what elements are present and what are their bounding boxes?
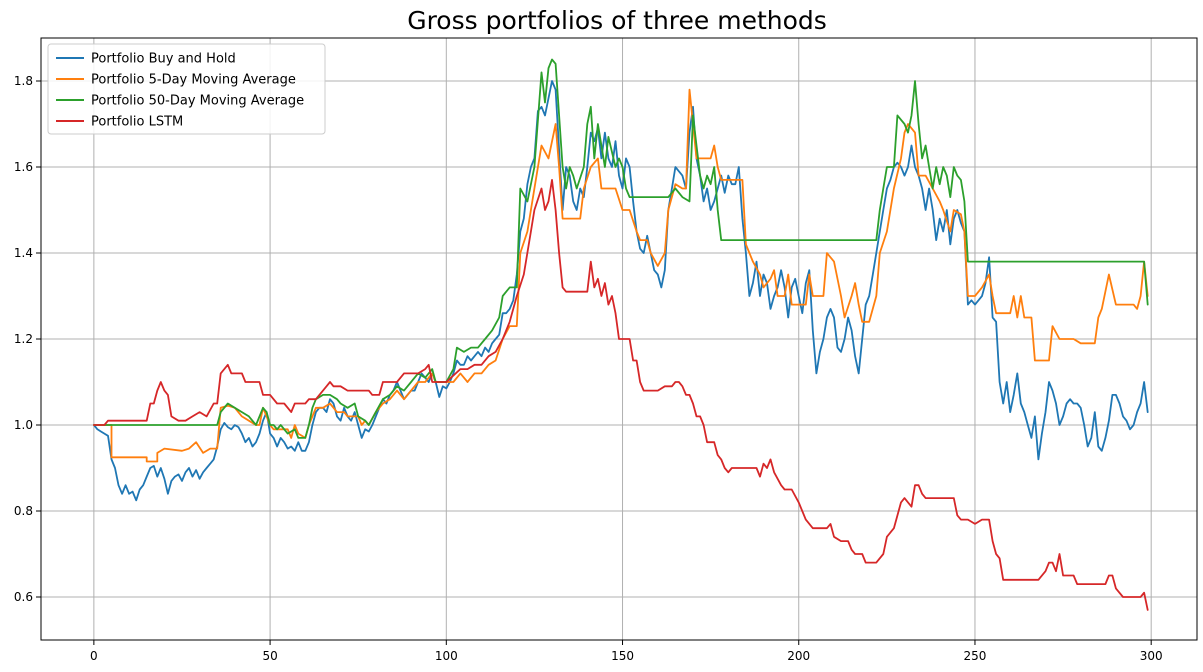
series-layer [93, 58, 1149, 611]
x-tick-label: 0 [90, 649, 98, 663]
legend-label: Portfolio 50-Day Moving Average [91, 94, 304, 109]
x-tick-label: 300 [1140, 649, 1163, 663]
y-tick-label: 0.6 [14, 590, 33, 604]
x-tick-label: 200 [787, 649, 810, 663]
legend-label: Portfolio LSTM [91, 115, 183, 130]
y-tick-label: 1.8 [14, 74, 33, 88]
legend-label: Portfolio 5-Day Moving Average [91, 73, 296, 88]
y-tick-label: 1.6 [14, 160, 33, 174]
ticks: 0 50 100 150 200 250 300 0.6 0.8 1.0 1.2 1.4 1.6 1.8 [14, 74, 1163, 663]
series-line-4 [93, 179, 1149, 611]
x-tick-label: 50 [262, 649, 277, 663]
legend: Portfolio Buy and Hold Portfolio 5-Day Mo… [47, 43, 326, 135]
x-tick-label: 250 [964, 649, 987, 663]
x-tick-label: 100 [435, 649, 458, 663]
chart-title: Gross portfolios of three methods [407, 6, 827, 35]
series-line-3 [93, 58, 1149, 439]
legend-box [47, 43, 326, 135]
series-line-1 [93, 80, 1149, 502]
series-line-2 [93, 88, 1149, 463]
y-tick-label: 1.4 [14, 246, 33, 260]
y-tick-label: 0.8 [14, 504, 33, 518]
legend-label: Portfolio Buy and Hold [91, 52, 236, 67]
x-tick-label: 150 [611, 649, 634, 663]
y-tick-label: 1.0 [14, 418, 33, 432]
y-tick-label: 1.2 [14, 332, 33, 346]
